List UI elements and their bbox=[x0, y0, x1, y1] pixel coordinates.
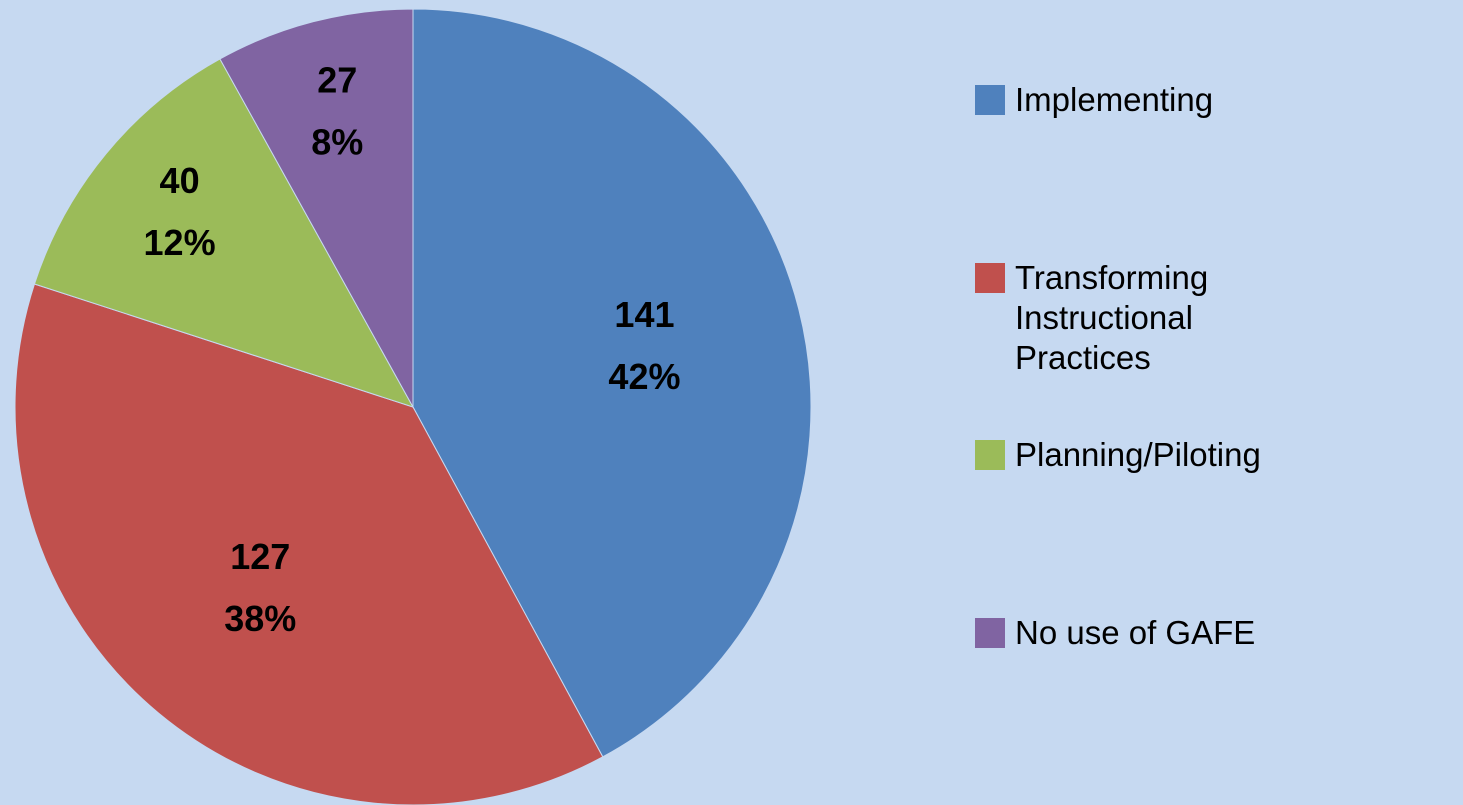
data-label-value: 127 bbox=[230, 536, 290, 577]
data-label-value: 40 bbox=[160, 160, 200, 201]
data-label-percent: 12% bbox=[144, 222, 216, 263]
data-label-percent: 8% bbox=[311, 122, 363, 163]
legend-swatch bbox=[975, 263, 1005, 293]
legend-item: Implementing bbox=[975, 80, 1455, 120]
legend-label: Implementing bbox=[1015, 81, 1214, 118]
pie-slice bbox=[33, 58, 415, 408]
legend-item: Transforming Instructional Practices bbox=[975, 258, 1285, 378]
legend-label: Transforming Instructional Practices bbox=[1015, 259, 1209, 376]
pie-slice bbox=[412, 8, 812, 758]
data-label-percent: 38% bbox=[224, 598, 296, 639]
data-label-value: 141 bbox=[614, 294, 674, 335]
legend-label: Planning/Piloting bbox=[1015, 436, 1261, 473]
legend-item: Planning/Piloting bbox=[975, 435, 1455, 475]
legend-swatch bbox=[975, 440, 1005, 470]
legend-label: No use of GAFE bbox=[1015, 614, 1256, 651]
legend-item: No use of GAFE bbox=[975, 613, 1455, 653]
data-label-percent: 42% bbox=[608, 356, 680, 397]
legend-swatch bbox=[975, 85, 1005, 115]
pie-slice bbox=[219, 8, 414, 409]
legend-swatch bbox=[975, 618, 1005, 648]
data-label-value: 27 bbox=[317, 60, 357, 101]
pie-slice bbox=[14, 283, 604, 805]
